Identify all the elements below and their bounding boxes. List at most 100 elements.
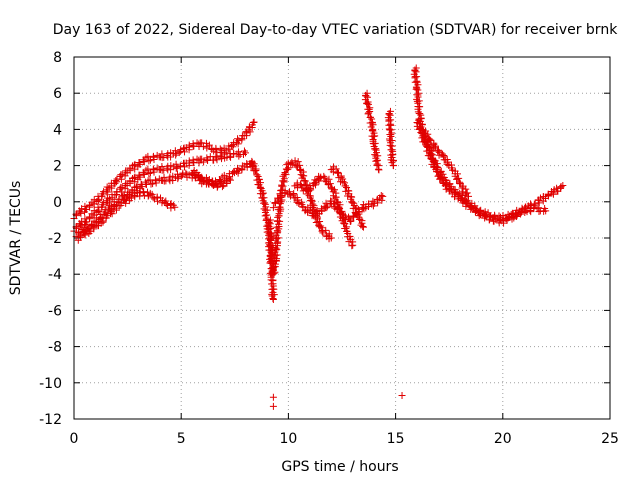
- series-arc-4: [74, 188, 179, 244]
- data-point: [150, 155, 158, 163]
- data-point: [352, 209, 360, 217]
- data-point: [240, 147, 248, 155]
- data-point: [455, 174, 463, 182]
- series-arc-1: [70, 118, 258, 222]
- data-point: [136, 173, 144, 181]
- chart-title: Day 163 of 2022, Sidereal Day-to-day VTE…: [53, 22, 618, 38]
- data-point: [266, 243, 274, 251]
- data-point: [367, 123, 375, 131]
- data-point: [243, 132, 251, 140]
- data-point: [249, 161, 257, 169]
- data-point: [90, 225, 98, 233]
- data-point: [95, 206, 103, 214]
- series-arc-12: [384, 107, 397, 170]
- data-point: [175, 149, 183, 157]
- data-point: [145, 157, 153, 165]
- data-point: [274, 213, 282, 221]
- data-point: [327, 234, 335, 242]
- data-point: [98, 203, 106, 211]
- data-point: [270, 270, 278, 278]
- y-tick-label: -10: [39, 376, 62, 392]
- data-point: [257, 185, 265, 193]
- data-point: [371, 151, 379, 159]
- data-point: [182, 169, 190, 177]
- data-point: [81, 202, 89, 210]
- data-point: [339, 219, 347, 227]
- data-point: [190, 158, 198, 166]
- y-tick-label: -6: [48, 303, 62, 319]
- data-point: [288, 158, 296, 166]
- data-point: [338, 207, 346, 215]
- data-point: [173, 163, 181, 171]
- data-point: [136, 160, 144, 168]
- data-point: [513, 212, 521, 220]
- data-point: [171, 203, 179, 211]
- data-point: [459, 199, 467, 207]
- x-tick-label: 5: [177, 431, 186, 447]
- data-point: [130, 174, 138, 182]
- series-arc-14: [413, 116, 550, 227]
- series-arc-6: [246, 157, 278, 304]
- x-tick-label: 20: [494, 431, 512, 447]
- data-point: [338, 214, 346, 222]
- series-outliers: [269, 391, 406, 410]
- data-point: [363, 93, 371, 101]
- data-point: [95, 195, 103, 203]
- data-point: [227, 176, 235, 184]
- data-point: [414, 93, 422, 101]
- data-point: [512, 209, 520, 217]
- data-point: [117, 188, 125, 196]
- data-point: [270, 262, 278, 270]
- data-point: [130, 161, 138, 169]
- data-point: [527, 208, 535, 216]
- data-point: [456, 180, 464, 188]
- data-point: [273, 235, 281, 243]
- data-point: [373, 161, 381, 169]
- series-arc-9: [291, 172, 357, 250]
- data-point: [261, 200, 269, 208]
- data-point: [372, 146, 380, 154]
- series-arc-10: [327, 163, 367, 231]
- data-point: [269, 393, 277, 401]
- data-point: [269, 296, 277, 304]
- data-point: [341, 179, 349, 187]
- y-tick-label: -8: [48, 340, 62, 356]
- data-point: [414, 105, 422, 113]
- data-point: [332, 193, 340, 201]
- data-point: [227, 153, 235, 161]
- data-point: [77, 209, 85, 217]
- data-point: [273, 245, 281, 253]
- data-point: [200, 158, 208, 166]
- data-point: [145, 169, 153, 177]
- data-point: [434, 147, 442, 155]
- data-point: [246, 128, 254, 136]
- data-point: [235, 166, 243, 174]
- data-point: [152, 176, 160, 184]
- data-point: [337, 173, 345, 181]
- data-point: [255, 181, 263, 189]
- data-point: [267, 236, 275, 244]
- data-point: [411, 67, 419, 75]
- data-point: [229, 143, 237, 151]
- series-arc-11: [361, 89, 383, 174]
- data-point: [104, 188, 112, 196]
- data-point: [368, 115, 376, 123]
- data-point: [412, 85, 420, 93]
- y-tick-label: 0: [53, 195, 62, 211]
- data-point: [433, 168, 441, 176]
- data-point: [415, 126, 423, 134]
- data-point: [326, 180, 334, 188]
- data-point: [435, 171, 443, 179]
- series-arc-8: [269, 187, 387, 225]
- data-point: [317, 222, 325, 230]
- data-point: [471, 204, 479, 212]
- data-point: [535, 204, 543, 212]
- data-point: [308, 196, 316, 204]
- data-point: [193, 169, 201, 177]
- data-point: [81, 231, 89, 239]
- data-point: [420, 138, 428, 146]
- y-tick-label: -12: [39, 412, 62, 428]
- data-point: [463, 189, 471, 197]
- data-point: [276, 190, 284, 198]
- data-point: [117, 175, 125, 183]
